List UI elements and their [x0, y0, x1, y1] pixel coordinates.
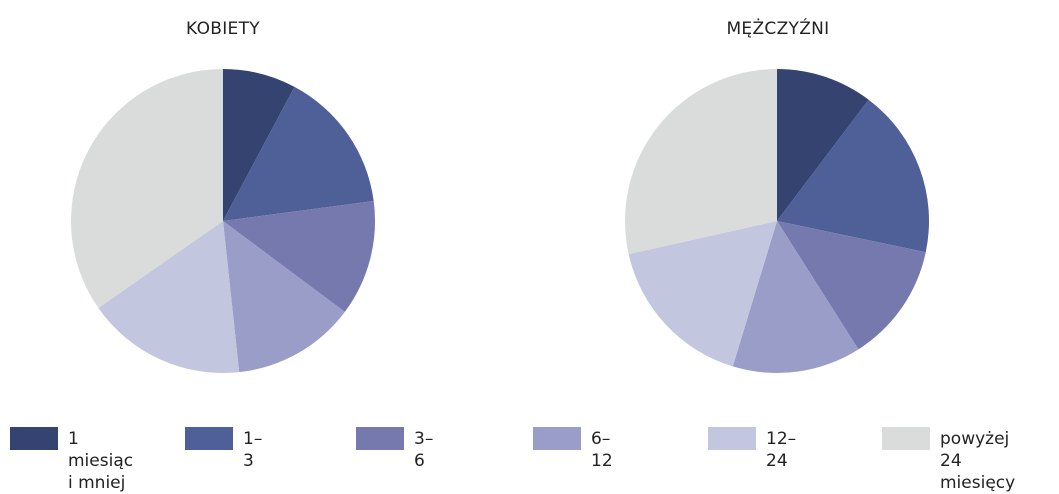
- legend-swatch: [10, 427, 58, 450]
- pie-slice-1-3: [223, 86, 374, 221]
- chart-title-kobiety: KOBIETY: [186, 19, 260, 39]
- legend-label: 6–12: [591, 429, 613, 471]
- pie-chart-kobiety: [71, 69, 375, 373]
- legend-swatch: [356, 427, 404, 450]
- legend-swatch: [533, 427, 581, 450]
- pie-slice-1-3: [777, 99, 929, 253]
- pie-slice-1-miesiac-i-mniej: [223, 69, 295, 221]
- pie-slice-powyzej-24-miesiecy: [71, 69, 223, 309]
- legend-swatch: [882, 427, 930, 450]
- legend-swatch: [185, 427, 233, 450]
- pie-slice-6-12: [223, 221, 345, 373]
- legend-label: 12–24: [766, 429, 797, 471]
- pie-slice-powyzej-24-miesiecy: [625, 69, 777, 255]
- pie-slice-3-6: [223, 201, 375, 312]
- legend-label: 1 miesiąc i mniej: [68, 429, 134, 493]
- legend-label: 3–6: [414, 429, 434, 471]
- pie-slice-6-12: [732, 221, 859, 373]
- chart-title-mezczyzni: MĘŻCZYŹNI: [726, 19, 830, 39]
- pie-chart-mezczyzni: [625, 69, 929, 373]
- legend-label: 1–3: [243, 429, 263, 471]
- pie-slice-1-miesiac-i-mniej: [777, 69, 869, 221]
- pie-slice-12-24: [628, 221, 777, 367]
- legend-label: powyżej 24 miesięcy: [940, 429, 1016, 493]
- pie-slice-12-24: [98, 221, 240, 373]
- pie-slice-3-6: [777, 221, 926, 350]
- legend-swatch: [708, 427, 756, 450]
